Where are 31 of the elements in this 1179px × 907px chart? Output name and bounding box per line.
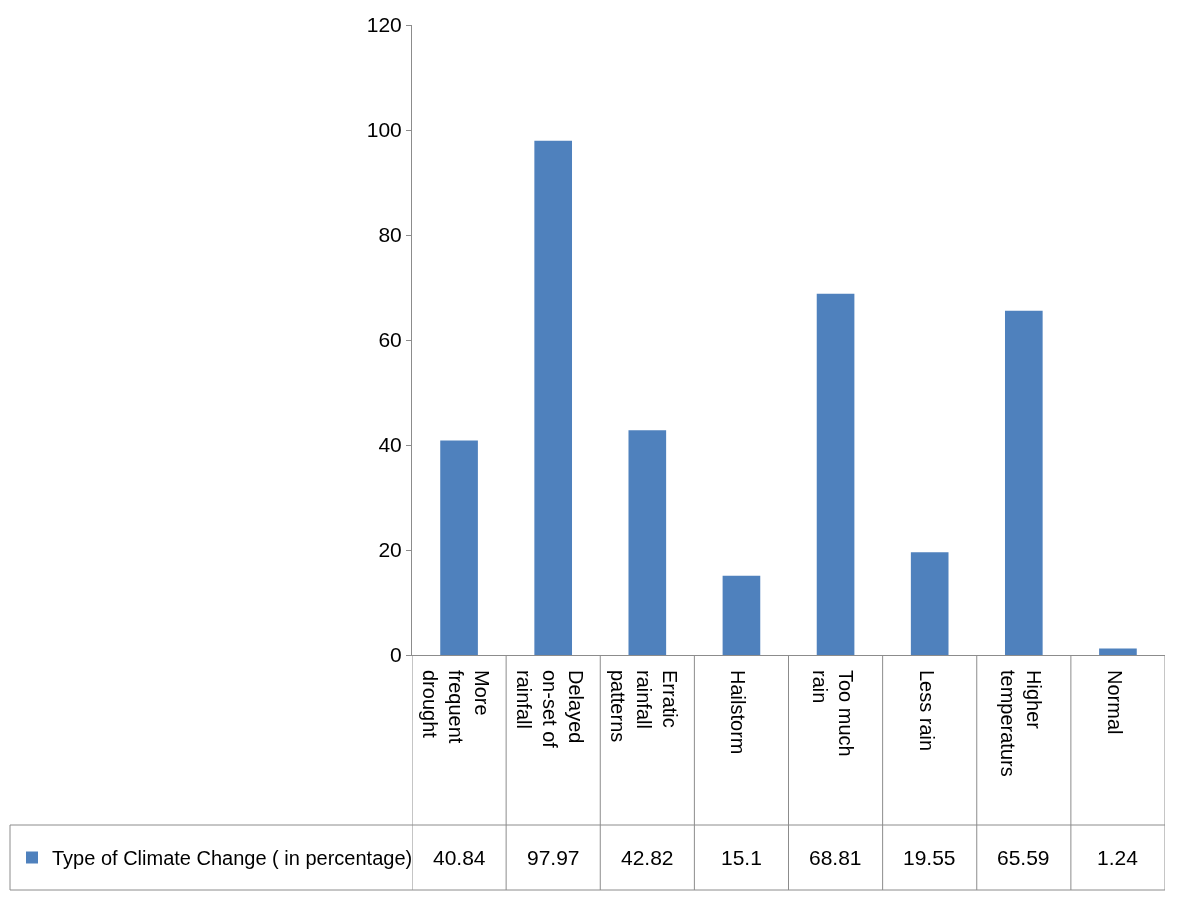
x-tick-label: Hailstorm bbox=[727, 670, 750, 755]
bar bbox=[910, 552, 949, 655]
y-tick-label: 60 bbox=[378, 328, 402, 352]
y-tick-label: 80 bbox=[378, 223, 402, 247]
y-tick-label: 120 bbox=[366, 13, 402, 37]
x-tick-label: Normal bbox=[1103, 670, 1126, 735]
y-tick-label: 20 bbox=[378, 538, 402, 562]
y-tick-label: 100 bbox=[366, 118, 402, 142]
y-tick-label: 40 bbox=[378, 433, 402, 457]
data-label: 42.82 bbox=[621, 846, 674, 869]
x-tick-label: Too much rain bbox=[808, 670, 857, 757]
bar bbox=[722, 575, 761, 655]
x-tick-label: Less rain bbox=[915, 670, 938, 752]
bar bbox=[534, 140, 573, 655]
data-label: 68.81 bbox=[809, 846, 862, 869]
bar bbox=[816, 293, 855, 655]
x-tick-label: More frequent drought bbox=[419, 670, 494, 744]
bar bbox=[1004, 310, 1043, 655]
data-label: 65.59 bbox=[997, 846, 1050, 869]
bar bbox=[628, 430, 667, 655]
data-label: 15.1 bbox=[721, 846, 762, 869]
x-tick-label: Higher temperaturs bbox=[996, 670, 1045, 777]
data-label: 97.97 bbox=[527, 846, 580, 869]
data-label: 1.24 bbox=[1097, 846, 1139, 869]
data-label: 40.84 bbox=[433, 846, 486, 869]
legend-label: Type of Climate Change ( in percentage) bbox=[52, 847, 413, 870]
data-label: 19.55 bbox=[903, 846, 956, 869]
y-tick-label: 0 bbox=[390, 643, 402, 667]
x-tick-label: Delayed on-set of rainfall bbox=[513, 670, 588, 749]
bar bbox=[1099, 648, 1137, 655]
bar bbox=[440, 440, 478, 655]
